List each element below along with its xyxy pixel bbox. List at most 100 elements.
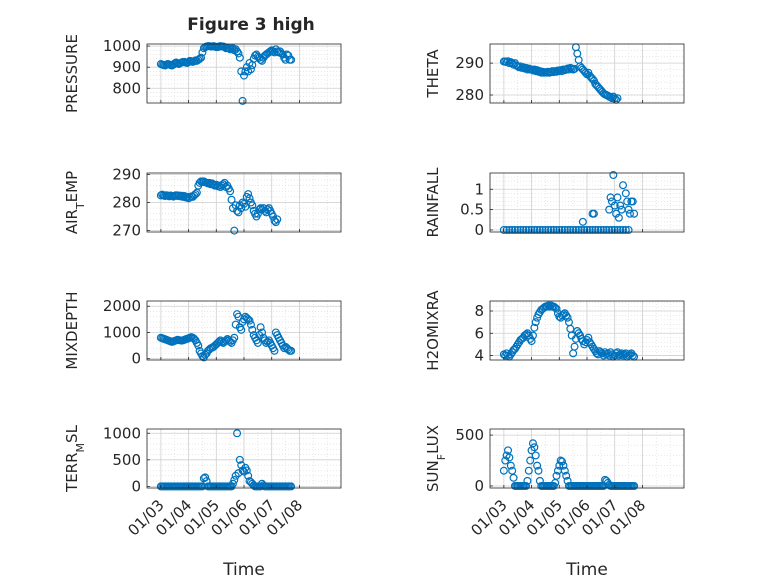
data-point — [230, 476, 239, 485]
data-point — [558, 225, 567, 234]
axis-xlabel: Time — [222, 560, 265, 580]
data-point — [630, 481, 639, 490]
subplot-1: 800 900 1000 PRESSURE — [63, 34, 342, 113]
axis-ylabel: SUNFLUX — [424, 425, 448, 492]
data-point — [245, 316, 254, 325]
data-point — [530, 443, 539, 452]
data-point — [624, 225, 633, 234]
data-point — [253, 338, 262, 347]
data-point — [577, 225, 586, 234]
data-point — [237, 461, 246, 470]
data-point — [563, 225, 572, 234]
ytick-label: 0 — [131, 350, 141, 368]
data-point — [235, 455, 244, 464]
data-point — [233, 47, 242, 56]
ytick-label: 8 — [474, 302, 484, 320]
axis-ylabel: MIXDEPTH — [63, 291, 81, 369]
data-point — [589, 209, 598, 218]
data-point — [502, 225, 511, 234]
data-point — [613, 193, 622, 202]
data-point — [258, 328, 267, 337]
ytick-label: 0 — [131, 477, 141, 495]
data-point — [270, 346, 279, 355]
data-point — [584, 333, 593, 342]
ytick-label: 500 — [455, 426, 484, 444]
data-point — [619, 225, 628, 234]
data-point — [256, 323, 265, 332]
data-point — [228, 479, 237, 488]
data-point — [237, 325, 246, 334]
ytick-label: 0 — [474, 477, 484, 495]
data-point — [562, 471, 571, 480]
data-point — [621, 189, 630, 198]
subplot-6: 4 6 8 H2OMIXRA — [424, 290, 685, 371]
data-point — [609, 171, 618, 180]
data-point — [499, 466, 508, 475]
data-point — [610, 201, 619, 210]
data-point — [510, 225, 519, 234]
data-point — [623, 197, 632, 206]
data-point — [234, 469, 243, 478]
data-point — [197, 53, 206, 62]
ytick-label: 0 — [474, 221, 484, 239]
data-point — [523, 476, 532, 485]
ytick-label: 1 — [474, 180, 484, 198]
data-point — [506, 461, 515, 470]
data-point — [248, 325, 257, 334]
data-point — [227, 195, 236, 204]
axis-ylabel: AIRTEMP — [63, 171, 87, 234]
data-point — [177, 191, 186, 200]
data-point — [588, 225, 597, 234]
data-point — [616, 225, 625, 234]
data-point — [616, 201, 625, 210]
data-point — [613, 94, 622, 103]
data-point — [546, 225, 555, 234]
axis-ylabel: RAINFALL — [424, 167, 442, 238]
data-point — [524, 466, 533, 475]
subplot-2: 280 290 THETA — [424, 43, 685, 104]
data-point — [522, 481, 531, 490]
data-point — [625, 209, 634, 218]
data-point — [602, 225, 611, 234]
data-point — [558, 457, 567, 466]
data-point — [527, 65, 536, 74]
data-point — [544, 301, 553, 310]
data-point — [619, 181, 628, 190]
ytick-label: 6 — [474, 324, 484, 342]
data-point — [526, 456, 535, 465]
data-point — [582, 225, 591, 234]
axis-ylabel: THETA — [424, 49, 442, 99]
ytick-label: 800 — [112, 79, 141, 97]
data-point — [555, 225, 564, 234]
data-point — [505, 225, 514, 234]
axis-ylabel: PRESSURE — [63, 34, 81, 113]
data-point — [287, 346, 296, 355]
data-point — [605, 225, 614, 234]
data-point — [513, 225, 522, 234]
data-point — [499, 225, 508, 234]
data-point — [287, 482, 296, 491]
data-point — [516, 225, 525, 234]
data-point — [591, 225, 600, 234]
data-point — [287, 55, 296, 64]
data-point — [560, 466, 569, 475]
data-point — [613, 225, 622, 234]
data-point — [238, 96, 247, 105]
axis-ylabel: TERRMSL — [63, 424, 87, 493]
data-point — [560, 225, 569, 234]
data-point — [605, 205, 614, 214]
ytick-label: 280 — [455, 86, 484, 104]
data-point — [519, 225, 528, 234]
data-point — [209, 180, 218, 189]
data-point — [509, 473, 518, 482]
ytick-label: 280 — [112, 194, 141, 212]
ytick-label: 900 — [112, 58, 141, 76]
data-point — [528, 439, 537, 448]
data-point — [191, 190, 200, 199]
data-point — [231, 320, 240, 329]
ytick-label: 500 — [112, 451, 141, 469]
data-point — [630, 209, 639, 218]
data-point — [559, 461, 568, 470]
data-point — [530, 323, 539, 332]
